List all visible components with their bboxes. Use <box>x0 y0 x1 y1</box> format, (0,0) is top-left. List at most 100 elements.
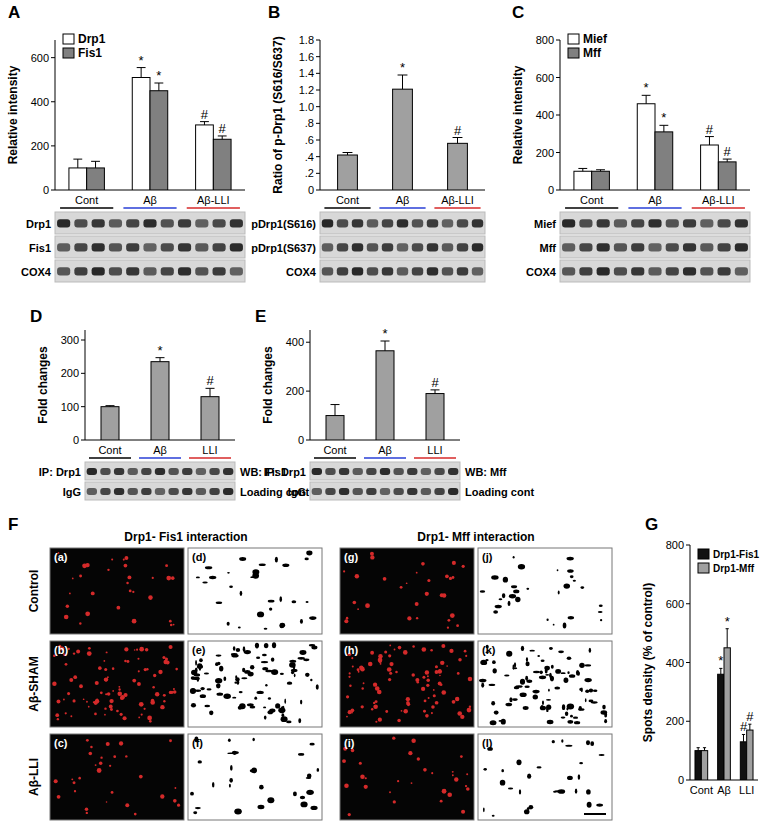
blot-band <box>230 267 243 275</box>
binary-spot <box>509 594 516 598</box>
binary-spot <box>217 693 224 696</box>
blot-band <box>412 267 423 275</box>
y-tick <box>316 106 320 107</box>
chart-panel: A0200400600Relative intensity*#*#Drp1Fis… <box>6 3 245 282</box>
row-label: Aβ-SHAM <box>27 656 41 711</box>
fluorescent-spot <box>120 695 124 699</box>
error-cap <box>703 747 706 748</box>
y-tick-label: 1.0 <box>299 101 314 113</box>
error-bar <box>435 390 436 394</box>
blot-band <box>100 468 110 475</box>
y-axis <box>310 330 311 440</box>
blot-band <box>718 243 731 251</box>
blot-band <box>666 243 679 251</box>
binary-spot <box>262 654 267 657</box>
fluorescent-spot <box>162 656 165 659</box>
blot-strip <box>55 260 245 282</box>
fluorescent-spot <box>457 711 462 716</box>
blot-band <box>648 267 661 275</box>
binary-spot <box>523 706 529 710</box>
binary-spot <box>520 679 525 685</box>
fluorescent-spot <box>375 721 377 723</box>
micrograph <box>50 548 184 634</box>
fluorescent-spot <box>401 710 403 712</box>
binary-spot <box>521 646 524 651</box>
fluorescent-spot <box>461 810 465 814</box>
binary-spot <box>229 784 231 788</box>
blot-band <box>352 219 363 227</box>
blot-band <box>109 243 122 251</box>
binary-spot <box>508 601 511 606</box>
y-tick <box>686 603 690 604</box>
blot-band <box>631 219 644 227</box>
fluorescent-spot <box>126 660 129 663</box>
blot-band <box>92 267 105 275</box>
fluorescent-spot <box>160 794 164 798</box>
fluorescent-spot <box>104 677 108 681</box>
blot-band <box>397 267 408 275</box>
error-bar <box>743 734 744 741</box>
fluorescent-spot <box>431 712 433 714</box>
binary-spot <box>568 616 574 619</box>
binary-spot <box>279 596 282 602</box>
fluorescent-spot <box>173 799 177 803</box>
blot-band <box>109 219 122 227</box>
binary-spot <box>291 669 298 672</box>
binary-spot <box>593 690 598 692</box>
marks <box>326 341 444 440</box>
fluorescent-spot <box>449 649 453 653</box>
fluorescent-spot <box>129 590 132 593</box>
blot-band <box>448 488 458 495</box>
fluorescent-spot <box>373 702 375 704</box>
y-axis-label: Spots density (% of control) <box>641 583 655 742</box>
fluorescent-spot <box>373 683 377 687</box>
blot-band <box>367 219 378 227</box>
binary-spot <box>306 790 314 795</box>
y-tick-label: 1.8 <box>299 34 314 46</box>
binary-spot <box>578 708 584 711</box>
error-bar <box>727 629 728 648</box>
binary-spot <box>575 788 577 793</box>
chart-panel: D0100200300Fold changes*#ContAβLLIIP: Dr… <box>30 307 309 500</box>
fluorescent-spot <box>427 675 429 677</box>
fluorescent-spot <box>433 694 436 697</box>
fluorescent-spot <box>452 774 454 776</box>
y-tick <box>51 57 55 58</box>
error-bar <box>158 83 159 91</box>
binary-spot <box>564 678 569 683</box>
lane-group-underline <box>364 457 406 459</box>
binary-spot <box>509 697 512 702</box>
error-cap <box>331 404 340 405</box>
lane-group-underline <box>89 457 131 459</box>
bar <box>655 132 673 190</box>
fluorescent-spot <box>465 655 467 657</box>
fluorescent-spot <box>127 575 131 579</box>
y-tick-label: 200 <box>286 385 304 397</box>
fluorescent-spot <box>139 702 144 707</box>
binary-spot <box>506 651 512 657</box>
fluorescent-spot <box>106 651 108 653</box>
binary-spot <box>289 662 296 668</box>
bar <box>376 351 394 440</box>
fluorescent-spot <box>73 699 76 702</box>
fluorescent-spot <box>411 673 414 676</box>
blot-band <box>114 468 124 475</box>
micrograph <box>188 641 322 727</box>
micrograph <box>188 734 322 820</box>
binary-spot <box>602 705 606 710</box>
binary-spot <box>505 703 512 707</box>
fluorescent-spot <box>355 574 359 578</box>
fluorescent-spot <box>124 556 128 560</box>
error-cap <box>697 747 700 748</box>
fluorescent-spot <box>152 577 154 579</box>
binary-spot <box>600 619 602 621</box>
marks <box>695 629 753 780</box>
fluorescent-spot <box>415 602 419 606</box>
bar <box>151 362 169 440</box>
blot-row-label: pDrp1(S637) <box>251 242 316 254</box>
y-tick-label: 300 <box>61 334 79 346</box>
y-axis-label: Ratio of p-Drp1 (S616/S637) <box>271 36 285 193</box>
binary-spot <box>293 792 297 797</box>
binary-spot <box>555 669 561 674</box>
fluorescent-spot <box>109 704 113 708</box>
